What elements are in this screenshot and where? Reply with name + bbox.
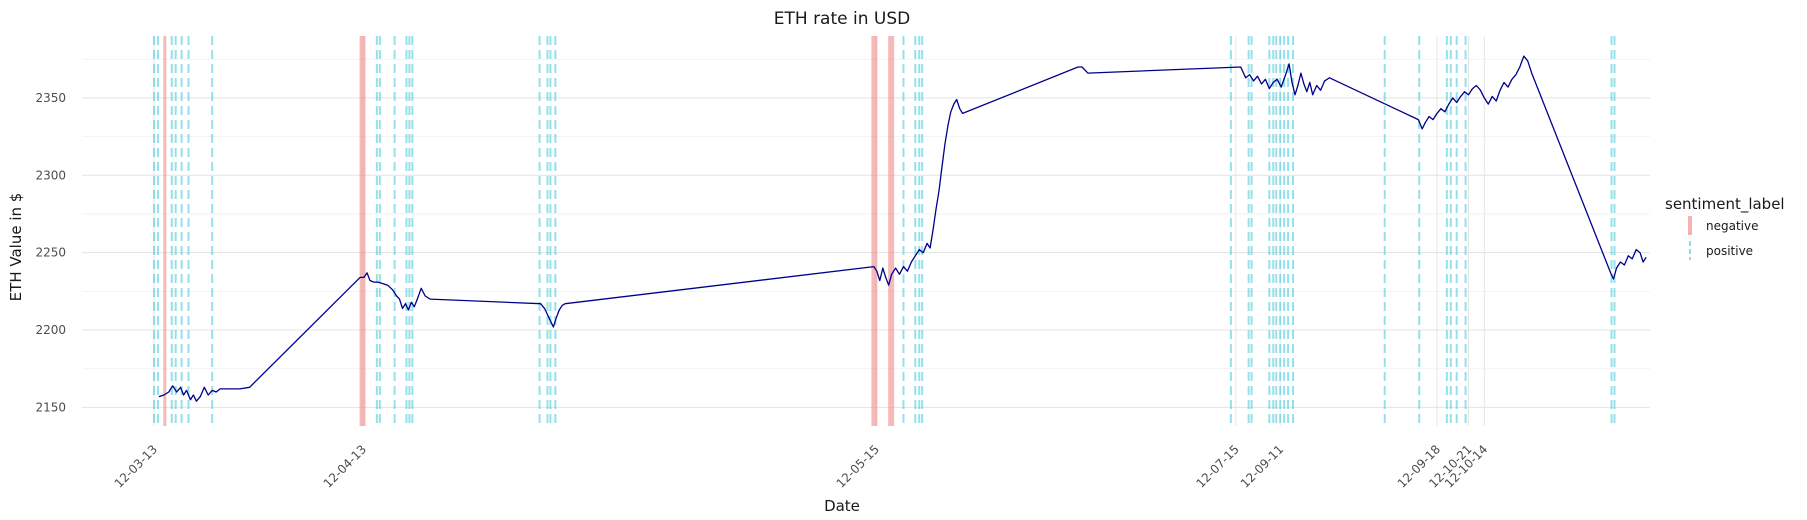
legend-label-positive: positive bbox=[1706, 244, 1753, 258]
y-tick-label: 2250 bbox=[35, 246, 66, 260]
y-tick-label: 2150 bbox=[35, 400, 66, 414]
grid bbox=[82, 36, 1650, 426]
x-tick-label: 12-04-13 bbox=[321, 442, 369, 490]
x-axis-ticks: 12-03-13 12-04-13 12-05-15 12-07-1512-09-11… bbox=[112, 442, 1491, 490]
legend: sentiment_label negative positive bbox=[1665, 195, 1785, 260]
eth-price-line bbox=[158, 55, 1647, 402]
series-group bbox=[158, 55, 1647, 402]
sentiment-lines bbox=[152, 36, 1616, 426]
legend-title: sentiment_label bbox=[1665, 195, 1785, 214]
x-axis-title: Date bbox=[824, 497, 860, 515]
chart-title: ETH rate in USD bbox=[774, 9, 910, 29]
y-tick-label: 2200 bbox=[35, 323, 66, 337]
y-axis-ticks: 2150 2200 2250 2300 2350 bbox=[35, 91, 66, 415]
x-tick-label: 12-03-13 bbox=[112, 442, 160, 490]
x-tick-label: 12-05-15 bbox=[834, 442, 882, 490]
legend-label-negative: negative bbox=[1706, 219, 1758, 233]
x-tick-label: 12-09-11 bbox=[1238, 442, 1286, 490]
y-axis-title: ETH Value in $ bbox=[7, 193, 25, 302]
y-tick-label: 2350 bbox=[35, 91, 66, 105]
y-tick-label: 2300 bbox=[35, 168, 66, 182]
x-tick-label: 12-07-15 bbox=[1194, 442, 1242, 490]
